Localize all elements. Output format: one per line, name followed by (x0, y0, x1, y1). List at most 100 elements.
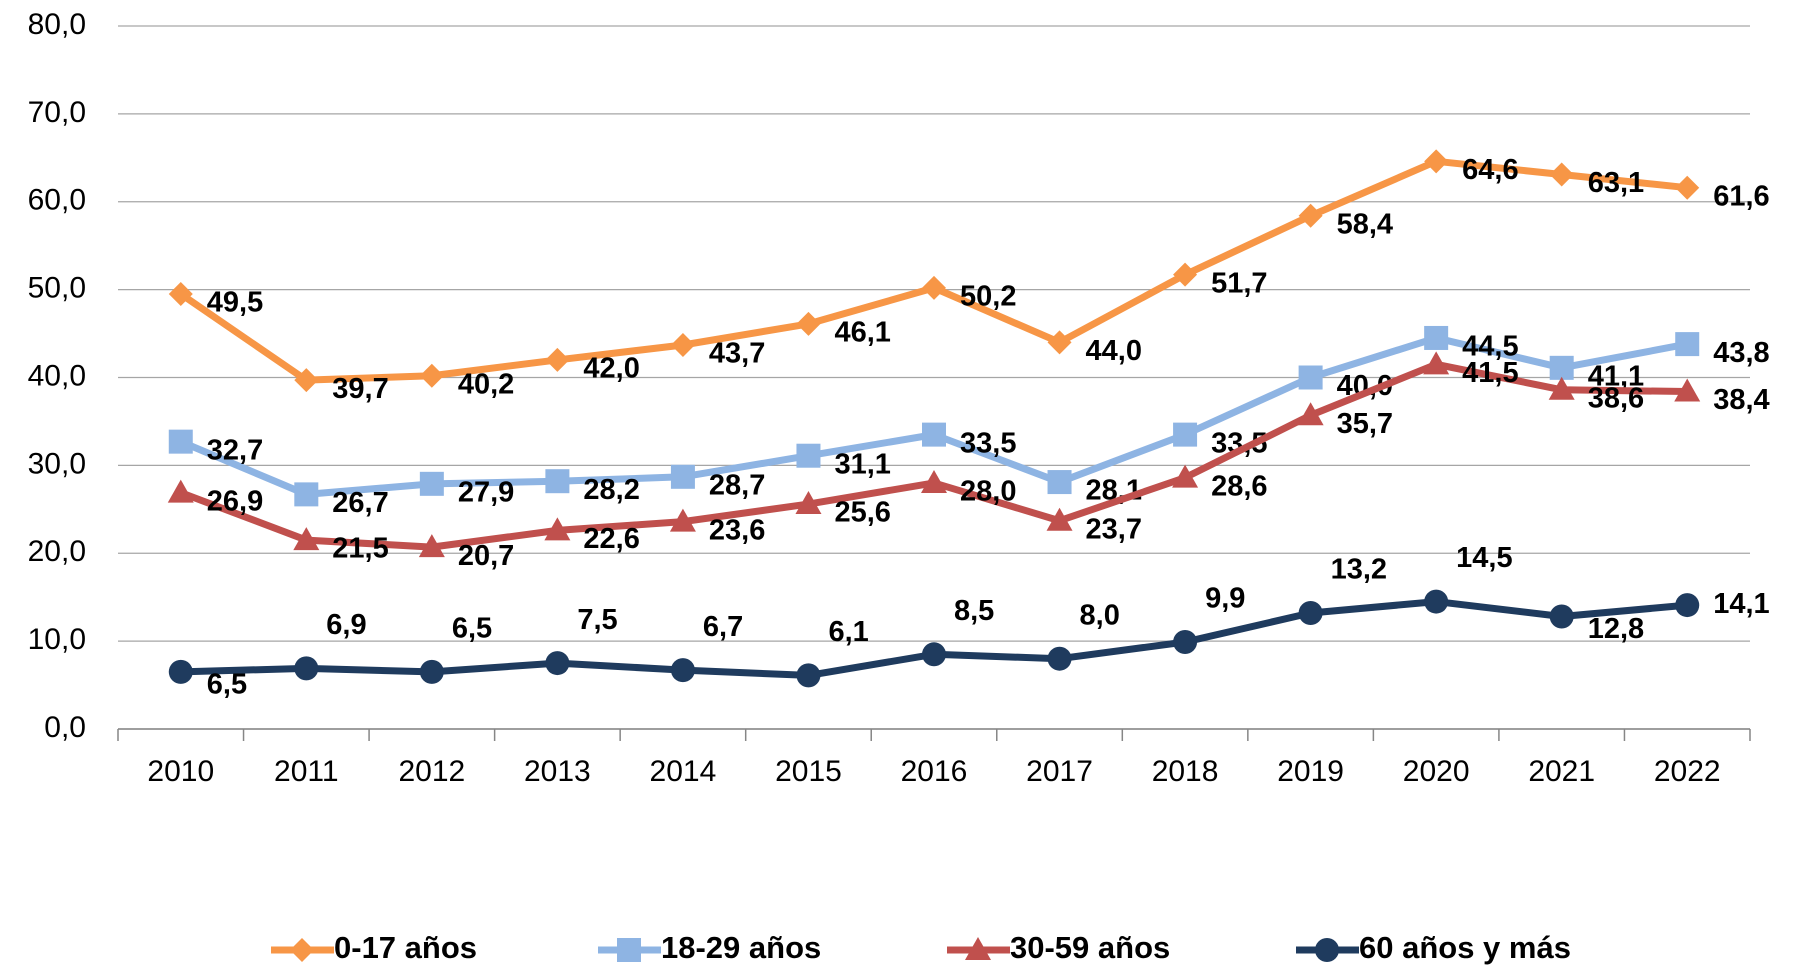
data-label: 6,1 (828, 616, 868, 648)
y-tick-label: 50,0 (28, 272, 86, 305)
y-tick-label: 30,0 (28, 447, 86, 480)
legend-label: 60 años y más (1359, 930, 1571, 965)
data-label: 35,7 (1337, 408, 1393, 440)
data-label: 46,1 (834, 317, 890, 349)
data-point (1675, 175, 1700, 200)
data-point (544, 517, 571, 541)
data-point (921, 469, 947, 493)
legend-marker (617, 938, 641, 962)
legend-label: 30-59 años (1010, 930, 1170, 965)
data-point (1173, 422, 1198, 447)
y-tick-label: 10,0 (28, 623, 86, 656)
y-tick-label: 80,0 (28, 8, 86, 41)
data-label: 28,7 (709, 469, 765, 501)
data-label: 28,2 (583, 474, 639, 506)
data-point (545, 651, 570, 676)
data-point (670, 464, 695, 489)
x-tick-label: 2014 (650, 755, 717, 788)
data-label: 13,2 (1331, 554, 1387, 586)
x-tick-label: 2011 (274, 755, 339, 788)
data-label: 31,1 (834, 448, 890, 480)
data-label: 38,6 (1588, 382, 1644, 414)
data-label: 32,7 (207, 434, 263, 466)
data-label: 26,9 (207, 485, 263, 517)
data-label: 40,2 (458, 368, 514, 400)
data-point (1424, 589, 1449, 614)
data-point (167, 479, 194, 503)
data-label: 44,5 (1462, 331, 1518, 363)
data-label: 6,5 (452, 613, 492, 645)
data-point (168, 429, 193, 454)
x-tick-label: 2018 (1152, 755, 1219, 788)
data-label: 41,5 (1462, 357, 1518, 389)
data-point (1549, 162, 1574, 187)
series-line (179, 360, 1688, 551)
data-label: 6,7 (703, 611, 743, 643)
data-point (1047, 330, 1072, 355)
x-tick-label: 2020 (1403, 755, 1470, 788)
data-point (294, 656, 319, 681)
data-label: 51,7 (1211, 267, 1267, 299)
legend-label: 18-29 años (661, 930, 821, 965)
data-point (796, 443, 821, 468)
data-point (1423, 351, 1450, 375)
data-point (1047, 470, 1072, 495)
x-tick-label: 2017 (1026, 755, 1093, 788)
legend-marker (965, 937, 991, 960)
x-tick-label: 2013 (524, 755, 591, 788)
data-point (670, 332, 695, 357)
legend-label: 0-17 años (334, 930, 477, 965)
data-point (1549, 604, 1574, 629)
data-point (1047, 646, 1072, 671)
data-point (1675, 332, 1700, 357)
data-point (1046, 507, 1073, 531)
y-tick-label: 0,0 (44, 711, 86, 744)
data-label: 12,8 (1588, 613, 1644, 645)
data-label: 14,1 (1713, 588, 1769, 620)
data-point (168, 659, 193, 684)
data-point (1172, 464, 1199, 488)
data-label: 21,5 (332, 533, 388, 565)
data-point (1173, 262, 1198, 287)
data-point (1173, 630, 1198, 655)
data-label: 8,5 (954, 595, 994, 627)
data-label: 38,4 (1713, 384, 1769, 416)
data-point (419, 471, 444, 496)
y-tick-label: 40,0 (28, 359, 86, 392)
data-point (796, 663, 821, 688)
data-label: 27,9 (458, 476, 514, 508)
data-point (168, 282, 193, 307)
data-point (922, 275, 946, 300)
y-tick-label: 70,0 (28, 96, 86, 129)
data-label: 43,7 (709, 338, 765, 370)
data-label: 23,6 (709, 514, 765, 546)
x-tick-label: 2019 (1277, 755, 1344, 788)
data-point (1298, 601, 1323, 626)
data-point (795, 491, 822, 515)
data-label: 25,6 (834, 497, 890, 529)
data-label: 9,9 (1205, 583, 1245, 615)
data-point (1675, 593, 1700, 618)
data-point (1298, 203, 1323, 228)
data-point (418, 534, 445, 558)
data-label: 6,5 (207, 669, 247, 701)
data-point (294, 368, 319, 393)
data-point (1424, 325, 1449, 350)
data-label: 20,7 (458, 540, 514, 572)
x-tick-label: 2022 (1654, 755, 1721, 788)
data-label: 63,1 (1588, 167, 1644, 199)
data-point (293, 527, 320, 551)
data-label: 22,6 (583, 523, 639, 555)
data-label: 43,8 (1713, 337, 1769, 369)
data-label: 64,6 (1462, 154, 1518, 186)
x-tick-label: 2010 (147, 755, 214, 788)
data-point (670, 658, 695, 683)
data-label: 7,5 (577, 604, 617, 636)
data-label: 44,0 (1086, 335, 1142, 367)
data-label: 50,2 (960, 281, 1016, 313)
data-point (1549, 355, 1574, 380)
data-label: 14,5 (1456, 542, 1512, 574)
data-label: 23,7 (1086, 513, 1142, 545)
data-label: 26,7 (332, 487, 388, 519)
